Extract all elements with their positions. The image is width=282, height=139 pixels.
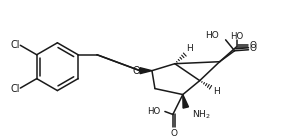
Text: HO: HO [230,32,243,41]
Text: O: O [132,66,140,76]
Polygon shape [183,95,188,108]
Text: H: H [186,44,193,53]
Text: O: O [250,44,257,53]
Polygon shape [140,68,152,74]
Text: HO: HO [205,31,219,40]
Text: O: O [250,41,257,50]
Text: NH$_2$: NH$_2$ [192,108,210,121]
Text: O: O [170,129,177,138]
Text: H: H [213,87,220,96]
Text: Cl: Cl [10,40,20,50]
Text: HO: HO [147,107,160,116]
Text: Cl: Cl [10,84,20,94]
